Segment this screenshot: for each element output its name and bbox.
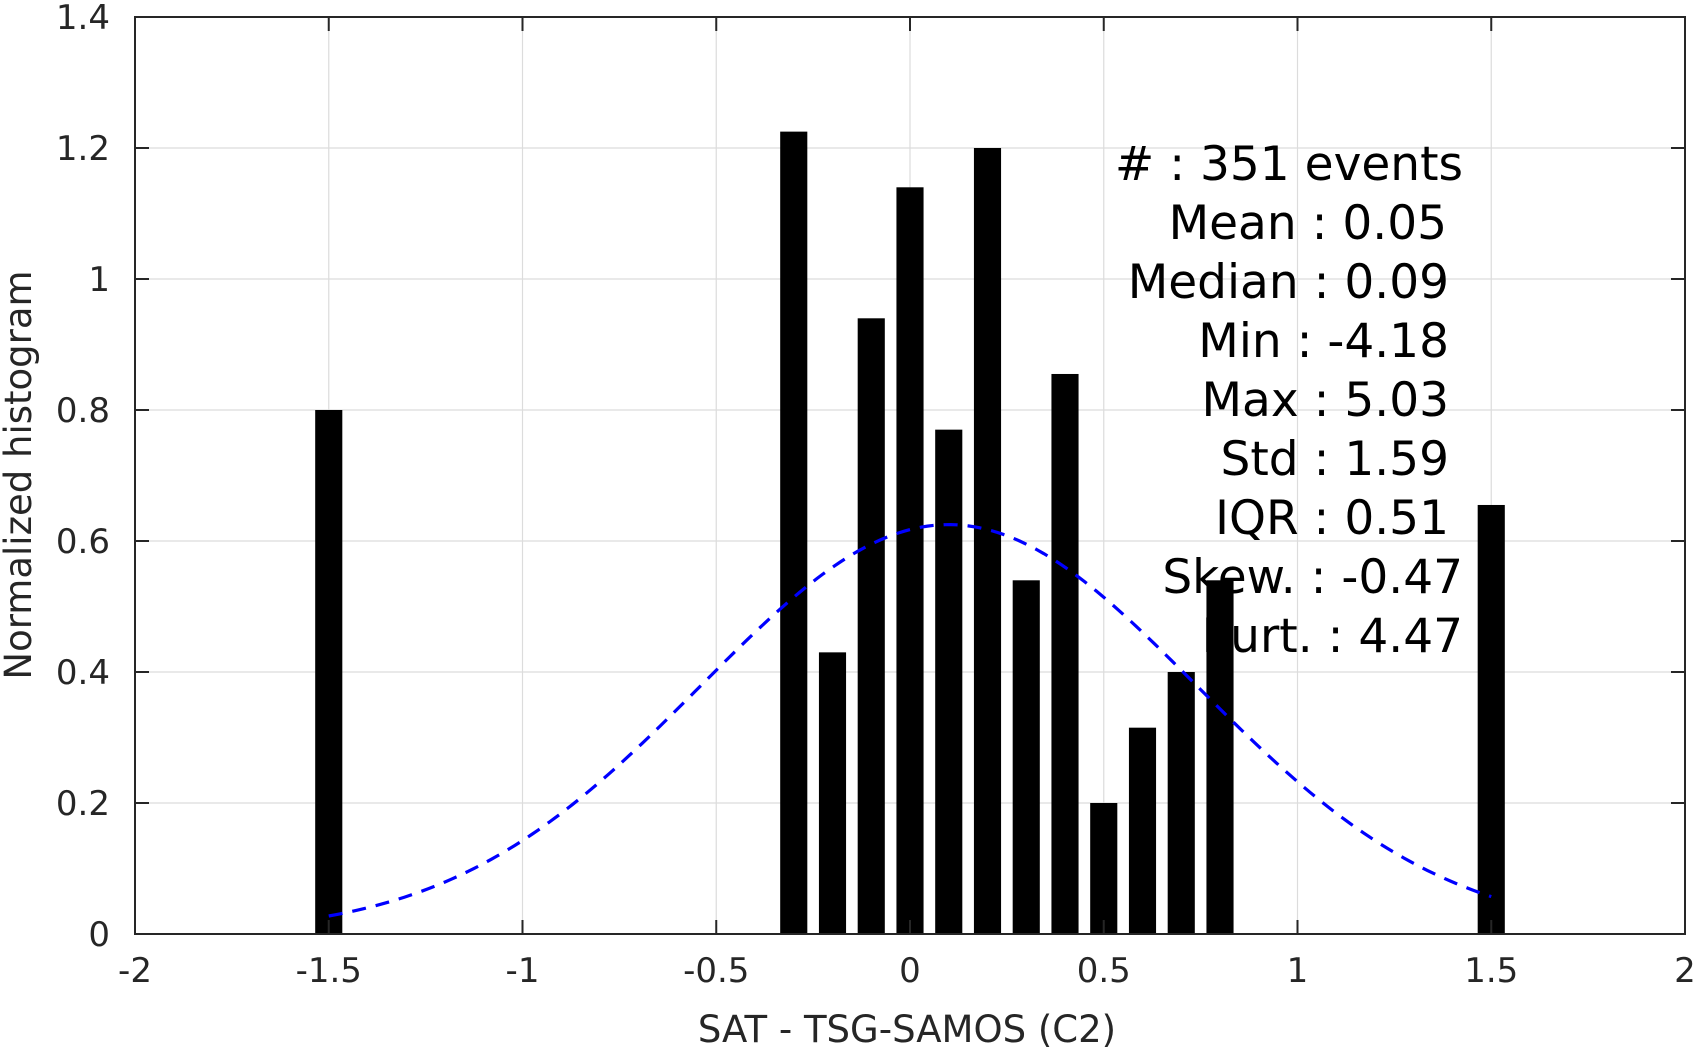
histogram-bar	[935, 429, 963, 934]
y-tick-label: 0.4	[56, 653, 110, 693]
histogram-bar	[1051, 373, 1079, 935]
histogram-bar	[780, 131, 808, 934]
x-tick-label: -1	[506, 951, 540, 991]
y-tick-label: 1	[88, 260, 110, 300]
x-tick-label: 1.5	[1464, 951, 1518, 991]
x-tick-label: 1	[1287, 951, 1309, 991]
stat-line: Kurt. : 4.47	[1202, 609, 1463, 664]
y-tick-label: 0	[88, 915, 110, 955]
x-axis-label: SAT - TSG-SAMOS (C2)	[698, 1008, 1116, 1051]
histogram-bar	[1090, 803, 1118, 934]
histogram-bar	[896, 187, 924, 935]
x-tick-label: 2	[1674, 951, 1696, 991]
stat-line: Mean : 0.05	[1169, 196, 1447, 251]
y-tick-label: 0.2	[56, 784, 110, 824]
stat-line: Median : 0.09	[1128, 255, 1449, 310]
axes	[134, 16, 1686, 935]
stat-line: Min : -4.18	[1198, 314, 1449, 369]
histogram-bar	[315, 410, 343, 934]
histogram-bar	[1012, 580, 1040, 934]
gaussian-fit-curve	[328, 523, 1492, 918]
x-tick-label: 0	[899, 951, 921, 991]
y-tick-label: 1.2	[56, 129, 110, 169]
histogram-bars	[315, 131, 1505, 935]
fit-curve-line	[328, 523, 1492, 918]
x-tick-label: 0.5	[1077, 951, 1131, 991]
stat-line: Std : 1.59	[1221, 432, 1449, 487]
stat-line: Max : 5.03	[1201, 373, 1449, 428]
y-axis-label: Normalized histogram	[0, 270, 40, 679]
histogram-bar	[1477, 504, 1505, 934]
histogram-bar	[857, 318, 885, 934]
x-tick-label: -1.5	[296, 951, 362, 991]
stat-line: # : 351 events	[1115, 137, 1463, 192]
histogram-bar	[818, 652, 847, 934]
x-tick-label: -2	[118, 951, 152, 991]
y-tick-label: 1.4	[56, 0, 110, 38]
stat-line: Skew. : -0.47	[1162, 550, 1463, 605]
histogram-bar	[973, 148, 1002, 934]
x-tick-label: -0.5	[683, 951, 749, 991]
y-tick-label: 0.6	[56, 522, 110, 562]
stat-line: IQR : 0.51	[1215, 491, 1449, 546]
histogram-bar	[1128, 727, 1157, 934]
histogram-bar	[1206, 580, 1234, 934]
tick-labels: -2 -1.5 -1 -0.5 0 0.5 1 1.5 2 0 0.2 0.4 0.6 0.8 1 1.2 1.…	[56, 0, 1696, 991]
histogram-bar	[1167, 672, 1195, 934]
y-tick-label: 0.8	[56, 391, 110, 431]
